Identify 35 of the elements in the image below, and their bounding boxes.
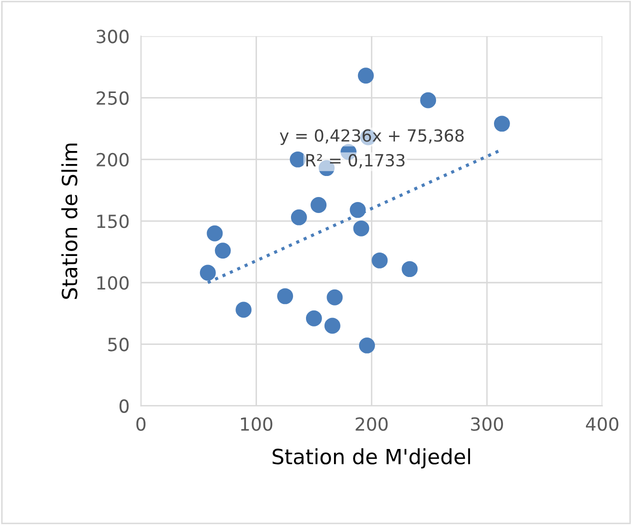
y-tick-label: 50 — [108, 338, 129, 352]
y-tick-label: 200 — [96, 152, 129, 167]
point — [494, 116, 510, 132]
point — [200, 264, 216, 281]
annotation: y = 0,4236x + 75,368 — [280, 129, 464, 146]
point — [324, 318, 340, 334]
annotation: R² = 0,1733 — [306, 154, 405, 168]
x-tick-label: 400 — [586, 417, 618, 431]
point — [359, 337, 375, 354]
point — [353, 220, 370, 236]
point — [236, 302, 252, 318]
x-tick-label: 200 — [356, 417, 388, 431]
point — [214, 242, 231, 259]
point — [310, 197, 327, 213]
point — [326, 289, 343, 306]
y-tick-label: 250 — [96, 91, 129, 105]
y-tick-label: 0 — [120, 399, 129, 413]
x-tick-label: 100 — [241, 417, 272, 431]
point — [206, 225, 223, 242]
y-tick-label: 100 — [97, 276, 129, 290]
point — [358, 68, 374, 84]
point — [350, 202, 366, 218]
x-tick-label: 300 — [471, 417, 503, 431]
point — [402, 261, 418, 278]
point — [290, 209, 307, 226]
point — [277, 288, 294, 304]
point — [290, 151, 306, 168]
point — [372, 252, 388, 268]
x-tick-label: 0 — [136, 417, 146, 431]
y-tick-label: 150 — [97, 214, 129, 228]
y-tick-label: 300 — [96, 30, 129, 44]
y-axis-title: Station de Slim — [61, 144, 78, 299]
point — [306, 310, 322, 326]
point — [420, 92, 436, 108]
x-axis-title: Station de M'djedel — [272, 448, 470, 468]
